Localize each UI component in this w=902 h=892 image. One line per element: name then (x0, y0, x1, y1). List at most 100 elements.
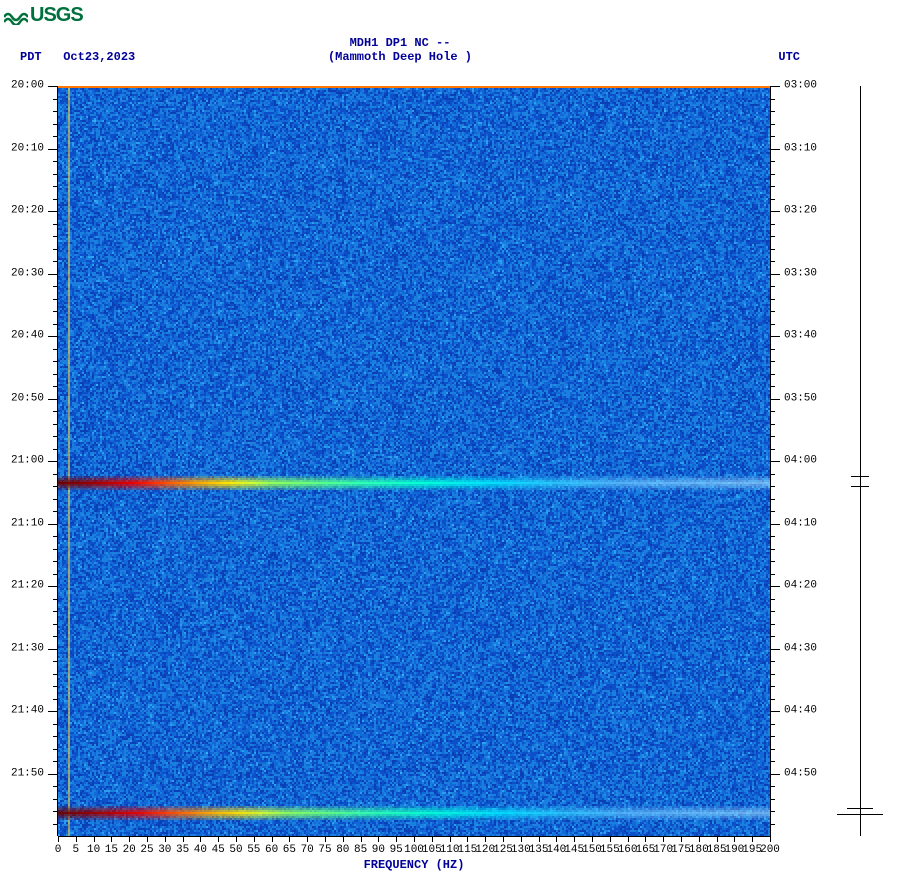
tick-minor (53, 299, 58, 300)
header-date: Oct23,2023 (63, 50, 135, 64)
tick-minor (53, 449, 58, 450)
y-tick-right: 04:40 (784, 706, 817, 717)
tick-mark (770, 399, 780, 400)
x-tick: 45 (212, 844, 225, 856)
tick-mark (539, 836, 540, 842)
tick-mark (236, 836, 237, 842)
spectrogram-canvas (58, 86, 770, 836)
tick-minor (770, 749, 775, 750)
tick-minor (53, 699, 58, 700)
x-tick: 80 (336, 844, 349, 856)
y-tick-left: 21:00 (11, 456, 44, 467)
tick-mark (450, 836, 451, 842)
tick-mark (485, 836, 486, 842)
tick-minor (770, 486, 775, 487)
x-tick: 55 (247, 844, 260, 856)
tick-mark (325, 836, 326, 842)
tick-minor (770, 424, 775, 425)
y-axis-left: 20:0020:1020:2020:3020:4020:5021:0021:10… (0, 86, 58, 836)
tick-minor (770, 411, 775, 412)
tick-minor (53, 599, 58, 600)
x-tick: 65 (283, 844, 296, 856)
tick-mark (254, 836, 255, 842)
tick-minor (770, 361, 775, 362)
x-tick: 0 (55, 844, 62, 856)
x-tick: 40 (194, 844, 207, 856)
x-tick: 85 (354, 844, 367, 856)
tick-minor (53, 474, 58, 475)
tick-mark (628, 836, 629, 842)
tick-mark (574, 836, 575, 842)
y-tick-right: 04:00 (784, 456, 817, 467)
tick-minor (770, 224, 775, 225)
tick-mark (48, 774, 58, 775)
tick-minor (770, 636, 775, 637)
y-tick-left: 20:00 (11, 81, 44, 92)
tick-minor (53, 724, 58, 725)
tick-mark (521, 836, 522, 842)
tick-minor (53, 799, 58, 800)
tick-mark (48, 649, 58, 650)
tick-minor (770, 124, 775, 125)
tick-mark (663, 836, 664, 842)
y-tick-left: 20:10 (11, 143, 44, 154)
y-tick-right: 04:30 (784, 643, 817, 654)
tick-mark (770, 586, 780, 587)
tick-mark (717, 836, 718, 842)
tick-mark (770, 836, 771, 842)
tick-minor (770, 374, 775, 375)
x-tick: 5 (72, 844, 79, 856)
y-tick-right: 03:10 (784, 143, 817, 154)
tick-mark (396, 836, 397, 842)
y-tick-left: 20:40 (11, 331, 44, 342)
tick-mark (681, 836, 682, 842)
tick-minor (53, 411, 58, 412)
y-tick-right: 04:50 (784, 768, 817, 779)
usgs-text: USGS (30, 4, 83, 27)
x-axis-label: FREQUENCY (HZ) (58, 858, 770, 872)
tick-minor (770, 111, 775, 112)
tick-mark (76, 836, 77, 842)
tick-mark (48, 211, 58, 212)
tick-minor (770, 349, 775, 350)
tick-minor (53, 261, 58, 262)
x-tick: 20 (123, 844, 136, 856)
tick-minor (770, 474, 775, 475)
x-tick: 30 (158, 844, 171, 856)
tick-minor (770, 736, 775, 737)
tick-minor (53, 761, 58, 762)
tick-minor (53, 661, 58, 662)
tick-minor (770, 786, 775, 787)
tick-minor (53, 186, 58, 187)
tick-mark (592, 836, 593, 842)
y-tick-right: 04:10 (784, 518, 817, 529)
tick-mark (770, 336, 780, 337)
tick-minor (770, 436, 775, 437)
tick-mark (48, 336, 58, 337)
tick-minor (53, 674, 58, 675)
tick-minor (770, 561, 775, 562)
x-tick: 25 (140, 844, 153, 856)
tick-minor (770, 174, 775, 175)
side-trace-event (851, 486, 869, 487)
chart-header: PDT Oct23,2023 MDH1 DP1 NC -- (Mammoth D… (0, 36, 800, 65)
tick-minor (770, 386, 775, 387)
tick-mark (770, 524, 780, 525)
tick-minor (53, 486, 58, 487)
tick-mark (111, 836, 112, 842)
tick-mark (432, 836, 433, 842)
tick-mark (645, 836, 646, 842)
y-tick-right: 04:20 (784, 581, 817, 592)
tick-minor (53, 236, 58, 237)
tick-minor (770, 199, 775, 200)
tick-mark (48, 399, 58, 400)
tick-minor (53, 99, 58, 100)
tick-minor (770, 499, 775, 500)
tick-mark (272, 836, 273, 842)
tick-minor (53, 786, 58, 787)
tick-minor (53, 511, 58, 512)
tick-minor (770, 599, 775, 600)
tick-minor (53, 199, 58, 200)
tick-minor (53, 611, 58, 612)
tick-minor (770, 686, 775, 687)
